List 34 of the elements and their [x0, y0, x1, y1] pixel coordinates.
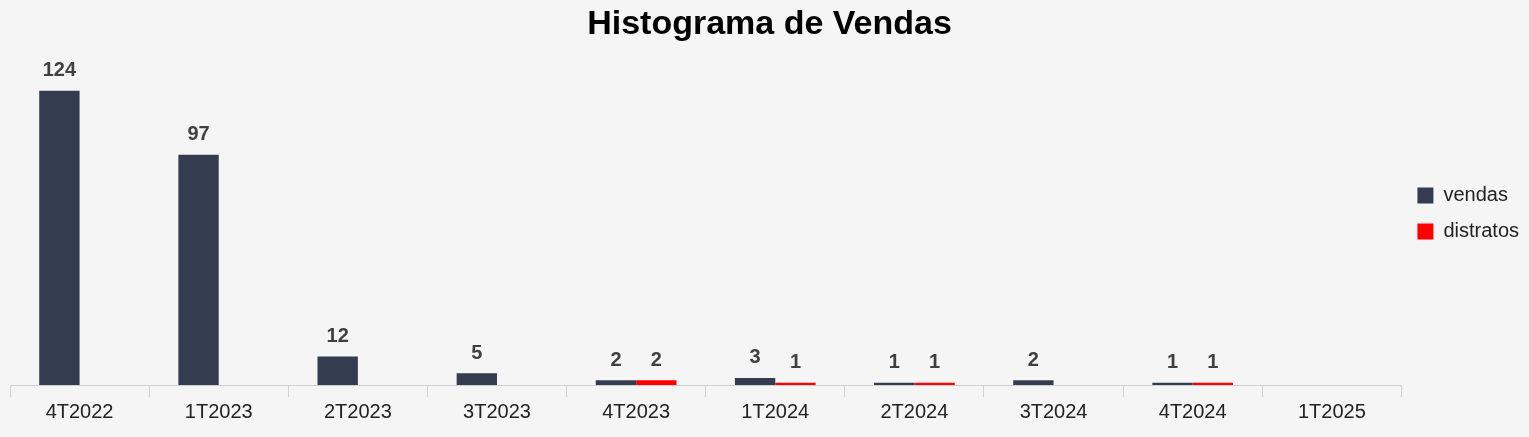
bar — [1013, 380, 1054, 385]
x-tick-label: 3T2023 — [463, 399, 531, 422]
data-label: 1 — [929, 350, 941, 373]
x-tick-label: 4T2022 — [45, 399, 114, 422]
data-label: 124 — [42, 58, 77, 81]
bar — [317, 356, 358, 385]
data-label: 1 — [888, 350, 900, 373]
data-label: 12 — [326, 324, 349, 347]
bar — [456, 373, 497, 385]
data-label: 97 — [187, 122, 210, 145]
x-tick-label: 1T2023 — [184, 399, 253, 422]
x-tick-label: 4T2023 — [602, 399, 671, 422]
x-tick-label: 4T2024 — [1158, 399, 1227, 422]
data-label: 3 — [749, 345, 761, 368]
chart-title: Histograma de Vendas — [587, 2, 952, 41]
x-tick-label: 2T2024 — [880, 399, 949, 422]
bar — [595, 380, 637, 385]
data-label: 2 — [1027, 347, 1039, 370]
x-tick-label: 3T2024 — [1019, 399, 1088, 422]
bar — [178, 154, 219, 385]
legend-label: vendas — [1443, 183, 1508, 206]
data-label: 1 — [1166, 350, 1179, 373]
bar — [734, 377, 776, 385]
legend-label: distratos — [1443, 219, 1520, 242]
bar — [39, 90, 80, 385]
data-label: 2 — [610, 347, 622, 370]
x-tick-label: 2T2023 — [323, 399, 392, 422]
x-tick-label: 1T2025 — [1297, 399, 1366, 422]
data-label: 5 — [471, 340, 483, 363]
data-label: 1 — [789, 350, 802, 373]
data-label: 1 — [1207, 350, 1219, 373]
bar — [636, 380, 677, 385]
data-label: 2 — [650, 347, 662, 370]
x-tick-label: 1T2024 — [741, 399, 810, 422]
